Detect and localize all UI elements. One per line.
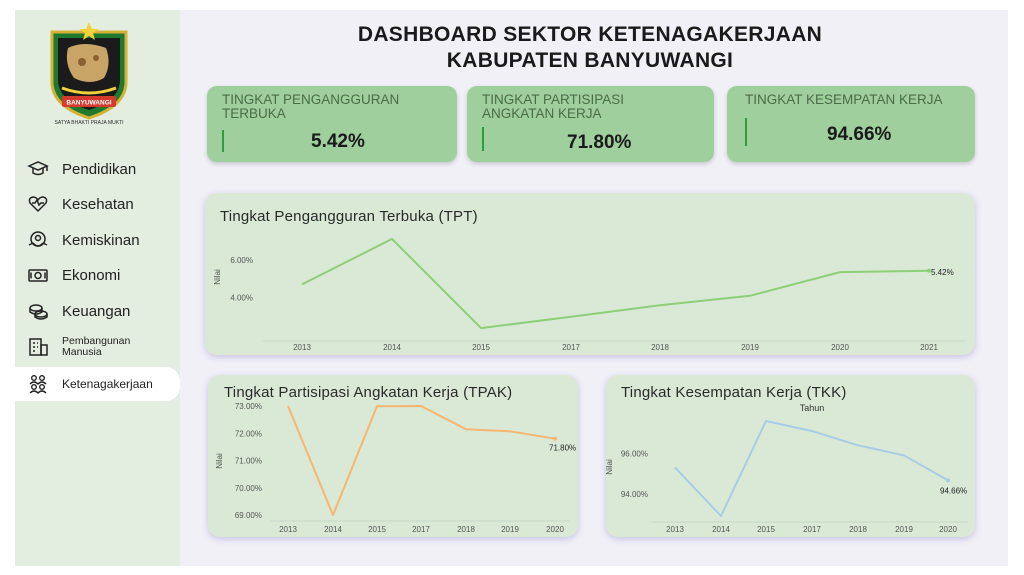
sidebar-item-label: Kesehatan bbox=[62, 195, 134, 213]
sidebar-item-label: Kemiskinan bbox=[62, 231, 140, 249]
y-tick-label: 96.00% bbox=[621, 449, 648, 458]
y-tick-label: 69.00% bbox=[235, 511, 262, 520]
x-tick-label: 2018 bbox=[457, 525, 475, 534]
heart-pulse-icon bbox=[27, 193, 49, 215]
x-axis-label: Tahun bbox=[800, 403, 825, 413]
y-tick-label: 6.00% bbox=[230, 256, 253, 265]
tkk-line-chart: 94.00% 96.00% Nilai Tahun 2013 2014 2015 2017 20… bbox=[606, 403, 968, 534]
sidebar-item-pembangunan-manusia[interactable]: Pembangunan Manusia bbox=[15, 330, 180, 364]
data-label: 94.66% bbox=[940, 486, 967, 495]
y-tick-label: 72.00% bbox=[235, 429, 262, 438]
kpi-accent-bar bbox=[222, 130, 224, 152]
sidebar-item-kesehatan[interactable]: Kesehatan bbox=[15, 187, 180, 221]
x-tick-label: 2019 bbox=[741, 343, 759, 352]
x-tick-label: 2013 bbox=[279, 525, 297, 534]
x-tick-label: 2020 bbox=[546, 525, 564, 534]
data-point bbox=[946, 478, 950, 483]
banknote-icon bbox=[27, 264, 49, 286]
kpi-value: 71.80% bbox=[567, 132, 632, 153]
series-line bbox=[287, 405, 556, 516]
sidebar-item-label: Pendidikan bbox=[62, 160, 137, 178]
tpt-line-chart: 4.00% 6.00% Nilai 2013 2014 2015 2017 2018 2019 2… bbox=[213, 237, 965, 352]
y-tick-label: 71.00% bbox=[235, 457, 262, 466]
logo-motto: SATYA BHAKTI PRAJA MUKTI bbox=[55, 120, 124, 126]
x-tick-label: 2017 bbox=[803, 525, 821, 534]
chart-title: Tingkat Pengangguran Terbuka (TPT) bbox=[220, 208, 478, 225]
page-title: DASHBOARD SEKTOR KETENAGAKERJAAN KABUPAT… bbox=[330, 22, 850, 74]
hands-circle-icon bbox=[27, 229, 49, 251]
logo-ribbon-text: BANYUWANGI bbox=[66, 100, 111, 107]
sidebar-item-pendidikan[interactable]: Pendidikan bbox=[15, 152, 180, 186]
x-tick-label: 2017 bbox=[412, 525, 430, 534]
people-icon bbox=[27, 373, 49, 395]
kpi-label: TINGKAT KESEMPATAN KERJA bbox=[745, 92, 943, 107]
page-title-line1: DASHBOARD SEKTOR KETENAGAKERJAAN bbox=[357, 23, 823, 46]
kpi-accent-bar bbox=[482, 127, 484, 151]
page-title-line2: KABUPATEN BANYUWANGI bbox=[446, 49, 734, 72]
kpi-card-tpak: TINGKAT PARTISIPASI ANGKATAN KERJA 71.80… bbox=[467, 86, 714, 162]
x-tick-label: 2021 bbox=[920, 343, 938, 352]
data-point bbox=[927, 268, 931, 273]
data-label: 71.80% bbox=[549, 444, 576, 453]
x-tick-label: 2019 bbox=[501, 525, 519, 534]
sidebar-item-ketenagakerjaan[interactable]: Ketenagakerjaan bbox=[15, 367, 180, 401]
kpi-card-tkk: TINGKAT KESEMPATAN KERJA 94.66% bbox=[727, 86, 975, 162]
data-point bbox=[553, 436, 557, 441]
y-tick-label: 70.00% bbox=[235, 484, 262, 493]
x-tick-label: 2013 bbox=[666, 525, 684, 534]
y-tick-label: 73.00% bbox=[235, 402, 262, 411]
x-tick-label: 2020 bbox=[939, 525, 957, 534]
series-line bbox=[674, 420, 949, 517]
x-tick-label: 2014 bbox=[383, 343, 401, 352]
x-tick-label: 2014 bbox=[324, 525, 342, 534]
x-tick-label: 2020 bbox=[831, 343, 849, 352]
y-tick-label: 4.00% bbox=[230, 294, 253, 303]
sidebar-item-label: Pembangunan Manusia bbox=[62, 335, 131, 358]
tpak-line-chart: 69.00% 70.00% 71.00% 72.00% 73.00% Nilai 2013 2… bbox=[215, 402, 576, 534]
kpi-card-tpt: TINGKAT PENGANGGURAN TERBUKA 5.42% bbox=[207, 86, 457, 162]
chart-card-tpak: Tingkat Partisipasi Angkatan Kerja (TPAK… bbox=[208, 375, 578, 537]
x-tick-label: 2018 bbox=[849, 525, 867, 534]
x-tick-label: 2013 bbox=[293, 343, 311, 352]
kpi-value: 5.42% bbox=[311, 131, 365, 152]
banyuwangi-emblem-logo: BANYUWANGI SATYA BHAKTI PRAJA MUKTI bbox=[50, 22, 128, 126]
building-icon bbox=[27, 336, 49, 358]
series-line bbox=[301, 237, 930, 330]
coins-icon bbox=[27, 300, 49, 322]
y-axis-label: Nilai bbox=[606, 459, 614, 475]
kpi-label: TINGKAT PENGANGGURAN TERBUKA bbox=[222, 92, 400, 121]
y-tick-label: 94.00% bbox=[621, 490, 648, 499]
x-tick-label: 2015 bbox=[757, 525, 775, 534]
sidebar-item-kemiskinan[interactable]: Kemiskinan bbox=[15, 223, 180, 257]
kpi-accent-bar bbox=[745, 118, 747, 146]
kpi-value: 94.66% bbox=[827, 124, 892, 145]
chart-card-tpt: Tingkat Pengangguran Terbuka (TPT) 4.00%… bbox=[205, 193, 975, 355]
data-label: 5.42% bbox=[931, 268, 954, 277]
x-tick-label: 2015 bbox=[368, 525, 386, 534]
x-tick-label: 2019 bbox=[895, 525, 913, 534]
y-axis-label: Nilai bbox=[215, 453, 224, 469]
graduation-cap-icon bbox=[27, 158, 49, 180]
sidebar-item-ekonomi[interactable]: Ekonomi bbox=[15, 258, 180, 292]
chart-title: Tingkat Partisipasi Angkatan Kerja (TPAK… bbox=[224, 384, 513, 401]
x-tick-label: 2015 bbox=[472, 343, 490, 352]
x-tick-label: 2017 bbox=[562, 343, 580, 352]
sidebar-item-label: Keuangan bbox=[62, 302, 131, 320]
sidebar-item-label: Ekonomi bbox=[62, 266, 121, 284]
x-tick-label: 2018 bbox=[651, 343, 669, 352]
chart-title: Tingkat Kesempatan Kerja (TKK) bbox=[621, 384, 847, 401]
y-axis-label: Nilai bbox=[213, 269, 222, 285]
x-tick-label: 2014 bbox=[712, 525, 730, 534]
sidebar-item-keuangan[interactable]: Keuangan bbox=[15, 294, 180, 328]
kpi-label: TINGKAT PARTISIPASI ANGKATAN KERJA bbox=[482, 92, 625, 121]
sidebar-item-label: Ketenagakerjaan bbox=[62, 377, 153, 391]
chart-card-tkk: Tingkat Kesempatan Kerja (TKK) 94.00% 96.… bbox=[606, 375, 975, 537]
